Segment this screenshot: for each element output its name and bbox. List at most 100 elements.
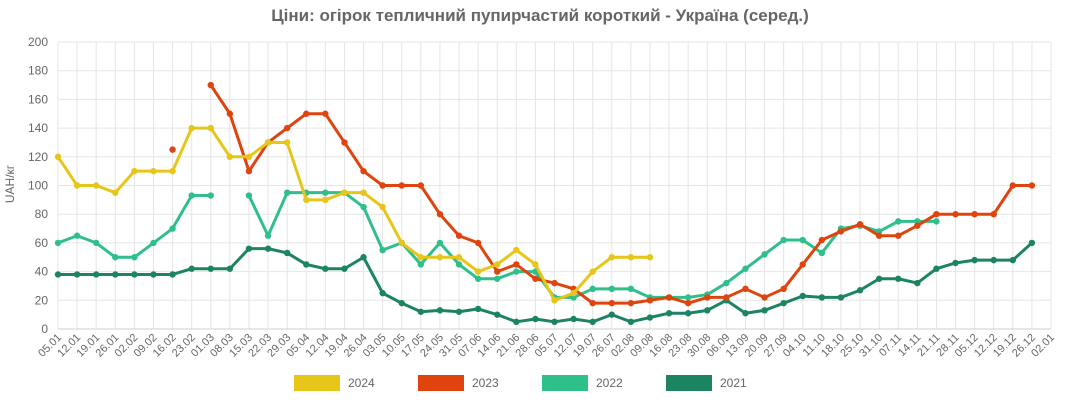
data-point (513, 268, 520, 275)
data-point (73, 232, 81, 239)
data-point (761, 307, 768, 314)
data-point (990, 256, 997, 264)
data-point (570, 315, 577, 323)
data-point (761, 251, 768, 258)
chart-title: Ціни: огірок тепличний пупирчастий корот… (271, 6, 809, 25)
data-point (379, 289, 386, 297)
data-point (780, 285, 787, 293)
series-2023 (169, 81, 1036, 307)
data-point (112, 189, 119, 196)
data-point (436, 239, 444, 247)
legend-label: 2021 (720, 376, 747, 390)
data-point (436, 211, 444, 218)
data-point (933, 218, 940, 225)
data-point (627, 254, 635, 261)
data-point (112, 254, 119, 261)
y-tick-label: 80 (35, 207, 49, 221)
data-point (990, 211, 997, 218)
data-point (627, 285, 635, 293)
data-point (341, 189, 348, 196)
data-point (532, 315, 539, 323)
data-point (837, 228, 845, 235)
data-point (952, 259, 959, 267)
data-point (379, 246, 386, 254)
data-point (608, 311, 615, 318)
data-point (379, 182, 386, 189)
data-point (952, 211, 959, 218)
y-tick-label: 200 (28, 35, 48, 49)
data-point (532, 261, 539, 268)
data-point (856, 287, 864, 294)
legend: 2024 2023 2022 2021 (294, 375, 747, 391)
data-point (54, 153, 62, 160)
data-point (589, 285, 596, 293)
data-point (818, 236, 826, 244)
legend-item-2021: 2021 (666, 375, 747, 391)
data-point (914, 222, 921, 229)
data-point (513, 261, 520, 268)
y-axis-label: UAH/кг (3, 164, 17, 203)
data-point (933, 211, 940, 218)
legend-swatch (542, 375, 588, 391)
data-point (169, 146, 176, 153)
data-point (646, 254, 654, 261)
data-point (474, 275, 482, 282)
data-point (264, 139, 272, 146)
legend-item-2022: 2022 (542, 375, 623, 391)
data-point (971, 211, 978, 218)
legend-label: 2024 (348, 376, 375, 390)
data-point (704, 307, 711, 314)
y-tick-label: 40 (35, 265, 49, 279)
data-point (665, 310, 673, 317)
series-layer (54, 81, 1036, 326)
data-point (895, 218, 902, 225)
data-point (1028, 182, 1036, 189)
data-point (494, 261, 501, 268)
data-point (73, 271, 81, 278)
data-point (207, 81, 214, 89)
data-point (131, 167, 138, 175)
data-point (245, 245, 253, 252)
data-point (226, 110, 234, 117)
data-point (169, 271, 176, 278)
data-point (245, 192, 253, 199)
data-point (360, 254, 367, 261)
data-point (532, 275, 539, 282)
data-point (933, 265, 940, 272)
data-point (780, 236, 787, 244)
data-point (417, 261, 425, 268)
data-point (322, 110, 329, 117)
data-point (360, 203, 367, 211)
data-point (245, 167, 253, 175)
data-point (455, 308, 463, 315)
data-point (494, 275, 501, 282)
data-point (1028, 239, 1036, 247)
data-point (207, 124, 214, 132)
data-point (1009, 256, 1017, 264)
data-point (589, 268, 596, 275)
data-point (131, 254, 138, 261)
data-point (360, 189, 367, 196)
data-point (684, 294, 692, 301)
data-point (283, 249, 291, 257)
data-point (245, 153, 253, 160)
data-point (875, 232, 883, 239)
data-point (646, 297, 654, 304)
data-point (131, 271, 138, 278)
data-point (799, 292, 806, 300)
data-point (474, 268, 482, 275)
data-point (684, 299, 692, 307)
data-point (322, 196, 329, 204)
data-point (207, 265, 214, 272)
data-point (150, 167, 157, 175)
data-point (303, 110, 310, 117)
data-point (150, 239, 157, 247)
data-point (551, 318, 558, 326)
legend-swatch (294, 375, 340, 391)
data-point (742, 310, 749, 317)
data-point (92, 182, 100, 189)
data-point (226, 153, 234, 160)
y-tick-label: 60 (35, 236, 49, 250)
data-point (455, 261, 463, 268)
